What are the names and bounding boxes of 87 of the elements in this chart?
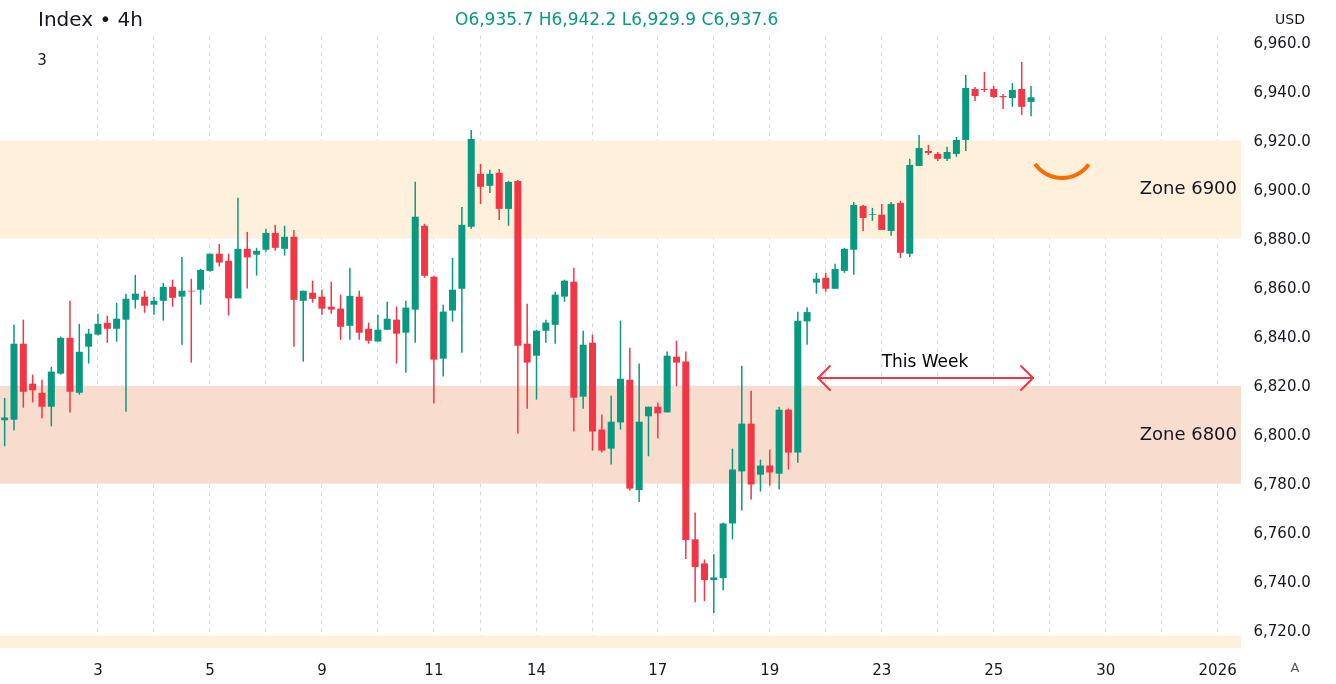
x-tick-label: 25 bbox=[984, 660, 1004, 679]
candlestick bbox=[113, 302, 121, 343]
candlestick bbox=[150, 295, 158, 316]
candlestick bbox=[952, 136, 960, 158]
y-tick-label: 6,920.0 bbox=[1253, 131, 1311, 150]
y-tick-label: 6,880.0 bbox=[1253, 230, 1311, 249]
y-tick-label: 6,900.0 bbox=[1253, 180, 1311, 199]
candlestick bbox=[1018, 61, 1026, 116]
candlestick bbox=[327, 280, 335, 315]
y-tick-label: 6,720.0 bbox=[1253, 622, 1311, 641]
candlestick bbox=[1008, 82, 1016, 108]
y-tick-label: 6,760.0 bbox=[1253, 524, 1311, 543]
candlestick bbox=[654, 401, 662, 440]
candlestick bbox=[29, 373, 37, 404]
x-tick-label: 23 bbox=[872, 660, 892, 679]
text: A bbox=[1290, 660, 1300, 675]
x-tick-label: 17 bbox=[648, 660, 668, 679]
candlestick bbox=[812, 272, 820, 295]
candlestick bbox=[253, 247, 261, 277]
candlestick bbox=[822, 272, 830, 293]
candlestick bbox=[159, 282, 167, 322]
candlestick bbox=[598, 413, 606, 454]
candlestick bbox=[281, 225, 289, 257]
candlestick bbox=[383, 301, 391, 331]
candlestick bbox=[859, 204, 867, 232]
y-tick-label: 6,960.0 bbox=[1253, 33, 1311, 52]
candlestick bbox=[542, 318, 550, 344]
candlestick bbox=[337, 293, 345, 341]
candlestick bbox=[169, 278, 177, 308]
candlestick bbox=[831, 263, 839, 290]
x-tick-label: 19 bbox=[760, 660, 780, 679]
candlestick bbox=[131, 274, 139, 310]
candlestick bbox=[243, 231, 251, 290]
candlestick bbox=[262, 227, 270, 253]
candlestick bbox=[309, 279, 317, 304]
candlestick bbox=[477, 163, 485, 205]
x-tick-label: 3 bbox=[93, 660, 103, 679]
chart-title: Index • 4h bbox=[38, 7, 143, 31]
annotation: This Week bbox=[880, 351, 969, 371]
candlestick bbox=[38, 379, 46, 419]
text: USD bbox=[1275, 11, 1305, 27]
candlestick bbox=[803, 306, 811, 346]
candlestick bbox=[644, 405, 652, 457]
x-tick-label: 30 bbox=[1096, 660, 1116, 679]
candlestick bbox=[915, 134, 923, 167]
candlestick bbox=[523, 302, 531, 410]
candlestick bbox=[94, 313, 102, 337]
candlestick bbox=[299, 289, 307, 363]
candlestick bbox=[318, 289, 326, 316]
band-label: Zone 6900 bbox=[1139, 177, 1237, 199]
candlestick bbox=[756, 458, 764, 493]
candlestick bbox=[840, 247, 848, 274]
y-tick-label: 6,780.0 bbox=[1253, 475, 1311, 494]
candlestick bbox=[486, 169, 494, 194]
candlestick bbox=[365, 321, 373, 345]
candlestick bbox=[449, 257, 457, 323]
annotation: 3 bbox=[37, 51, 47, 69]
y-tick-label: 6,740.0 bbox=[1253, 573, 1311, 592]
y-tick-label: 6,800.0 bbox=[1253, 426, 1311, 445]
candlestick bbox=[672, 340, 680, 388]
candlestick bbox=[178, 256, 186, 346]
y-tick-label: 6,820.0 bbox=[1253, 377, 1311, 396]
candlestick bbox=[374, 314, 382, 343]
text: O6,935.7 H6,942.2 L6,929.9 C6,937.6 bbox=[455, 9, 779, 29]
x-tick-label: 5 bbox=[205, 660, 215, 679]
candlestick bbox=[561, 278, 569, 303]
x-tick-label: 2026 bbox=[1198, 660, 1237, 679]
candlestick bbox=[85, 328, 93, 365]
y-tick-label: 6,940.0 bbox=[1253, 82, 1311, 101]
candlestick bbox=[1027, 85, 1035, 117]
candlestick bbox=[122, 292, 130, 413]
candlestick bbox=[393, 305, 401, 365]
candlestick bbox=[710, 553, 718, 614]
candlestick bbox=[700, 558, 708, 602]
band-label: Zone 6800 bbox=[1139, 422, 1237, 444]
candlestick bbox=[103, 315, 111, 344]
candlestick bbox=[980, 71, 988, 93]
candlestick bbox=[271, 224, 279, 252]
candlestick bbox=[141, 289, 149, 314]
y-tick-label: 6,860.0 bbox=[1253, 279, 1311, 298]
candlestick bbox=[878, 203, 886, 231]
x-tick-label: 9 bbox=[317, 660, 327, 679]
y-tick-label: 6,840.0 bbox=[1253, 328, 1311, 347]
x-tick-label: 14 bbox=[526, 660, 547, 679]
x-tick-label: 11 bbox=[424, 660, 444, 679]
candlestick bbox=[215, 243, 223, 268]
candlestick bbox=[197, 268, 205, 306]
